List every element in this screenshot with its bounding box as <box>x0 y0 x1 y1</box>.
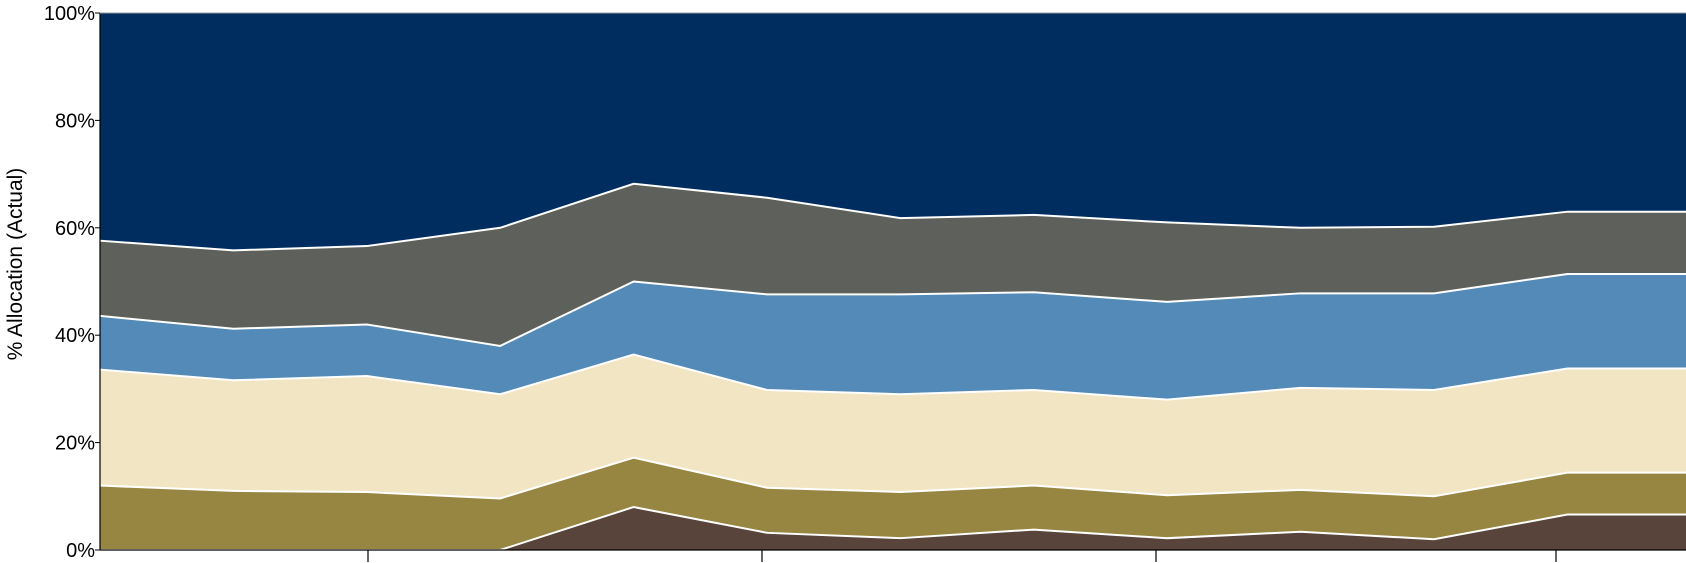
y-tick-label: 60% <box>55 218 95 240</box>
band-boundary-5 <box>99 182 1686 252</box>
x-axis <box>100 549 1686 562</box>
area-series-4 <box>100 273 1686 400</box>
y-tick-label: 0% <box>66 540 95 562</box>
band-boundary-2 <box>99 456 1686 500</box>
area-series-5 <box>100 183 1686 346</box>
y-tick-label: 80% <box>55 110 95 132</box>
area-series-1 <box>100 507 1686 550</box>
y-axis: 0% 20% 40% 60% 80% 100% <box>44 3 1686 562</box>
y-axis-label: % Allocation (Actual) <box>4 168 27 361</box>
area-series-6 <box>100 13 1686 251</box>
y-tick-label: 40% <box>55 325 95 347</box>
plot-areas <box>99 13 1686 551</box>
y-tick-label: 20% <box>55 433 95 455</box>
band-boundary-3 <box>99 353 1686 401</box>
band-boundary-4 <box>99 272 1686 347</box>
area-series-2 <box>100 457 1686 550</box>
y-tick-label: 100% <box>44 3 95 25</box>
area-series-3 <box>100 354 1686 499</box>
